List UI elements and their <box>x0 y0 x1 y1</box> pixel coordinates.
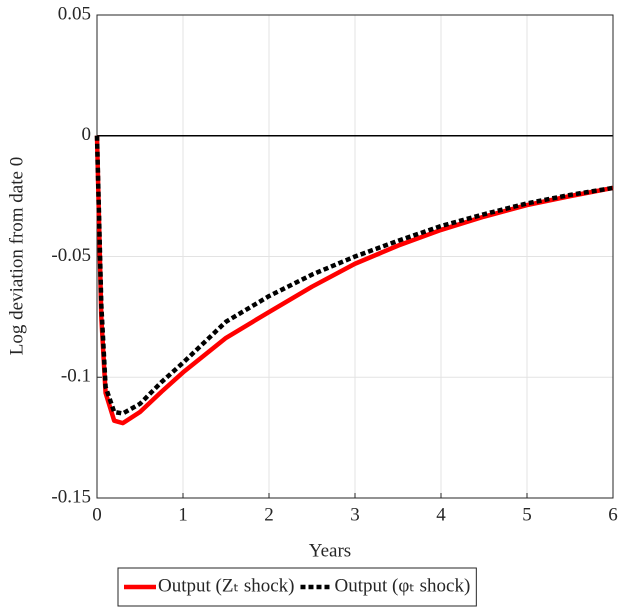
x-tick-label: 0 <box>92 504 102 525</box>
plot-frame <box>96 14 614 499</box>
legend-label: Output (φₜ shock) <box>334 575 470 596</box>
y-tick-label: -0.05 <box>51 245 91 266</box>
x-tick-label: 2 <box>264 504 274 525</box>
y-tick-label: 0 <box>82 124 92 145</box>
x-tick-label: 3 <box>350 504 360 525</box>
line-series <box>94 135 614 416</box>
legend-box <box>117 567 477 607</box>
y-axis-label: Log deviation from date 0 <box>6 157 27 355</box>
y-tick-label: -0.1 <box>61 366 91 387</box>
x-tick-label: 1 <box>178 504 188 525</box>
y-tick-label: -0.15 <box>51 486 91 507</box>
legend: Output (Zₜ shock) Output (φₜ shock) <box>117 567 477 607</box>
x-tick-label: 6 <box>608 504 618 525</box>
x-tick-label: 4 <box>436 504 446 525</box>
x-tick-label: 5 <box>522 504 532 525</box>
x-axis-label: Years <box>309 540 351 561</box>
legend-label: Output (Zₜ shock) <box>158 575 294 596</box>
y-tick-label: 0.05 <box>58 3 91 24</box>
